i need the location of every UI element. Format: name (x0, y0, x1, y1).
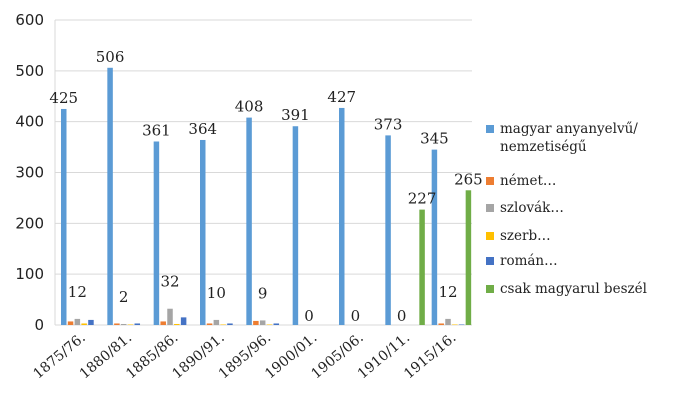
legend-swatch (486, 257, 494, 265)
data-label: 408 (235, 98, 264, 116)
legend-label: német… (500, 173, 556, 189)
data-label: 0 (397, 307, 407, 325)
bar (253, 320, 259, 325)
data-label: 12 (438, 283, 457, 301)
bar (200, 139, 206, 325)
legend-swatch (486, 125, 494, 133)
bar (206, 323, 213, 325)
legend-swatch (486, 285, 494, 293)
bar (61, 108, 67, 325)
y-tick-label: 200 (15, 214, 44, 232)
x-tick-label: 1915/16. (401, 330, 459, 383)
bar (431, 149, 438, 325)
data-label: 265 (454, 170, 483, 188)
legend-swatch (486, 204, 494, 212)
y-tick-label: 100 (15, 265, 44, 283)
legend-label: román… (500, 253, 558, 269)
bar (167, 308, 173, 325)
data-label: 427 (327, 88, 356, 106)
legend-label: magyar anyanyelvű/ (500, 121, 638, 137)
bar (120, 323, 127, 325)
bar (452, 324, 458, 325)
y-tick-label: 0 (34, 316, 44, 334)
bar (419, 209, 425, 325)
data-label: 361 (142, 121, 171, 139)
bar (114, 323, 120, 325)
bar (107, 67, 113, 326)
legend-swatch (486, 232, 494, 240)
data-label: 425 (49, 89, 78, 107)
bar (88, 319, 94, 325)
bar (246, 117, 252, 325)
bar (465, 190, 472, 325)
legend-label: nemzetiségű (500, 139, 587, 155)
legend-swatch (486, 177, 494, 185)
bar (174, 323, 180, 325)
bar (127, 324, 134, 325)
data-label: 32 (160, 273, 179, 291)
data-label: 227 (408, 190, 437, 208)
legend-label: szerb… (500, 228, 551, 244)
bar (273, 323, 280, 325)
bar (259, 320, 266, 325)
y-tick-label: 400 (15, 113, 44, 131)
data-label: 364 (188, 120, 217, 138)
data-label: 0 (351, 307, 361, 325)
data-label: 2 (119, 288, 129, 306)
bar (438, 323, 444, 325)
bar (385, 135, 391, 325)
bar (445, 318, 451, 325)
bar (339, 107, 345, 325)
data-label: 345 (420, 130, 449, 148)
bar (153, 141, 160, 325)
bar (213, 319, 220, 325)
y-tick-label: 300 (15, 164, 44, 182)
data-label: 391 (281, 106, 310, 124)
bar (180, 317, 187, 325)
bar (67, 321, 74, 325)
y-tick-label: 600 (15, 11, 44, 29)
data-label: 10 (207, 284, 226, 302)
legend-label: csak magyarul beszél (500, 281, 647, 297)
bar (458, 324, 465, 325)
bar (74, 318, 81, 325)
bar (227, 323, 233, 325)
legend-label: szlovák… (500, 200, 564, 216)
bar (220, 324, 226, 325)
data-label: 0 (304, 307, 314, 325)
data-label: 506 (96, 48, 125, 66)
data-label: 9 (258, 284, 268, 302)
bar (266, 324, 273, 325)
bar (160, 321, 166, 325)
y-tick-label: 500 (15, 62, 44, 80)
data-label: 12 (68, 283, 87, 301)
bar (292, 126, 299, 325)
data-label: 373 (374, 115, 403, 133)
bar (81, 323, 87, 325)
bar (134, 323, 141, 325)
